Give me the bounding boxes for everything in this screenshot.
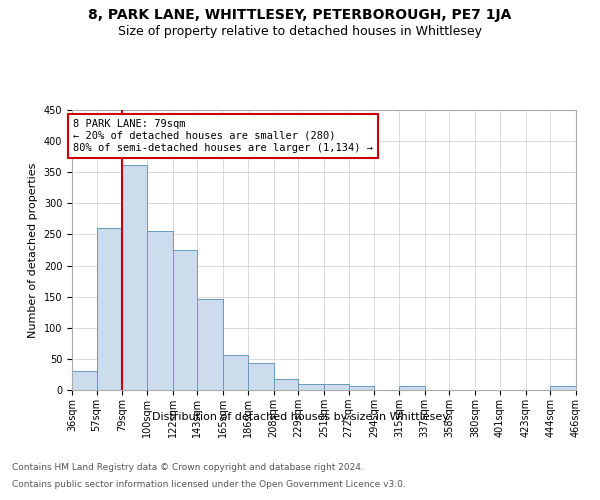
- Bar: [223, 355, 248, 390]
- Bar: [550, 386, 576, 390]
- Text: 8 PARK LANE: 79sqm
← 20% of detached houses are smaller (280)
80% of semi-detach: 8 PARK LANE: 79sqm ← 20% of detached hou…: [73, 120, 373, 152]
- Bar: [197, 298, 223, 390]
- Text: 8, PARK LANE, WHITTLESEY, PETERBOROUGH, PE7 1JA: 8, PARK LANE, WHITTLESEY, PETERBOROUGH, …: [88, 8, 512, 22]
- Bar: [298, 384, 324, 390]
- Bar: [147, 232, 173, 390]
- Bar: [274, 379, 298, 390]
- Text: Distribution of detached houses by size in Whittlesey: Distribution of detached houses by size …: [152, 412, 448, 422]
- Bar: [248, 363, 274, 390]
- Bar: [97, 228, 122, 390]
- Y-axis label: Number of detached properties: Number of detached properties: [28, 162, 38, 338]
- Text: Contains HM Land Registry data © Crown copyright and database right 2024.: Contains HM Land Registry data © Crown c…: [12, 462, 364, 471]
- Bar: [324, 384, 349, 390]
- Text: Contains public sector information licensed under the Open Government Licence v3: Contains public sector information licen…: [12, 480, 406, 489]
- Bar: [122, 165, 147, 390]
- Bar: [349, 386, 374, 390]
- Bar: [399, 386, 425, 390]
- Bar: [173, 250, 197, 390]
- Text: Size of property relative to detached houses in Whittlesey: Size of property relative to detached ho…: [118, 25, 482, 38]
- Bar: [72, 372, 97, 390]
